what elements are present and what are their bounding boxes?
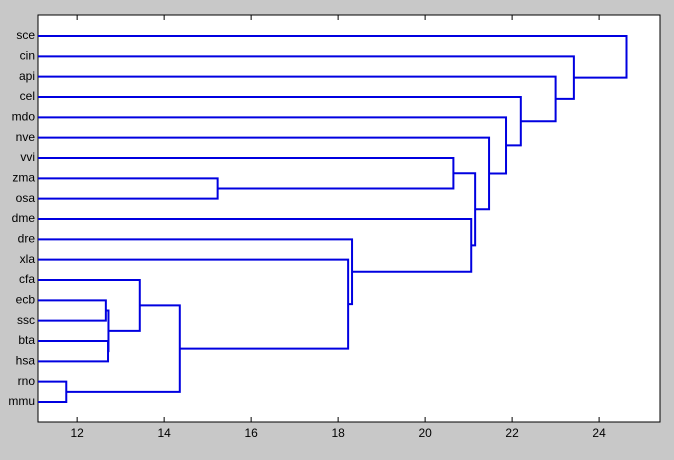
dendrogram-link — [38, 258, 350, 350]
leaf-label: cfa — [19, 272, 35, 286]
leaf-label: api — [19, 69, 35, 83]
leaf-label: dre — [18, 232, 36, 246]
leaf-label: xla — [20, 252, 36, 266]
dendrogram-link — [38, 380, 68, 403]
leaf-label: cin — [20, 49, 35, 63]
leaf-label: osa — [16, 191, 36, 205]
leaf-label: mmu — [8, 394, 35, 408]
dendrogram-link — [38, 75, 557, 123]
leaf-label: mdo — [12, 110, 36, 124]
x-tick-label: 22 — [505, 426, 519, 440]
dendrogram-link — [38, 218, 473, 273]
x-tick-label: 12 — [70, 426, 84, 440]
dendrogram-link — [38, 35, 628, 79]
dendrogram-link — [38, 96, 522, 147]
leaf-label: zma — [12, 171, 35, 185]
leaf-label: vvi — [20, 150, 35, 164]
dendrogram-link — [105, 309, 110, 353]
leaf-label: cel — [20, 89, 35, 103]
x-tick-label: 14 — [157, 426, 171, 440]
leaf-label: nve — [16, 130, 36, 144]
leaf-label: ecb — [16, 293, 36, 307]
x-tick-label: 16 — [244, 426, 258, 440]
leaf-label: ssc — [17, 313, 35, 327]
leaf-label: dme — [12, 211, 36, 225]
x-tick-label: 24 — [592, 426, 606, 440]
x-tick-label: 18 — [331, 426, 345, 440]
leaf-label: sce — [16, 28, 35, 42]
dendrogram-link — [38, 116, 508, 175]
leaf-label: hsa — [16, 354, 36, 368]
x-tick-label: 20 — [418, 426, 432, 440]
leaf-label: rno — [18, 374, 36, 388]
leaf-label: bta — [18, 333, 35, 347]
